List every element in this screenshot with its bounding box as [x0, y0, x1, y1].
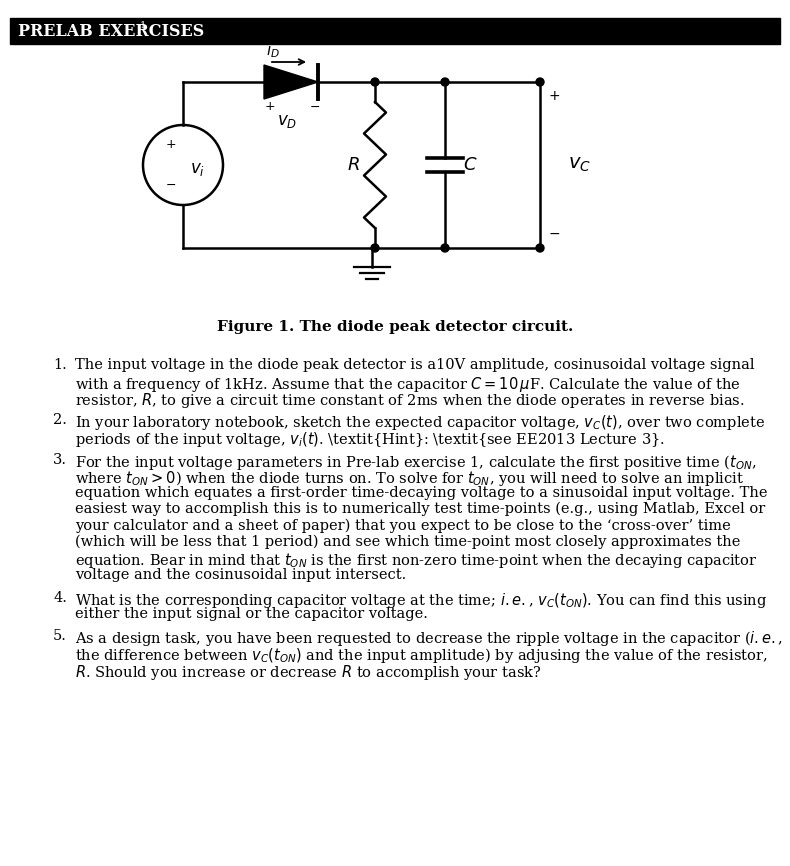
Text: (which will be less that 1 period) and see which time-point most closely approxi: (which will be less that 1 period) and s…: [75, 535, 740, 549]
Polygon shape: [264, 65, 318, 99]
Text: $R$: $R$: [347, 156, 359, 174]
Text: $v_C$: $v_C$: [568, 156, 591, 174]
Text: +: +: [265, 100, 275, 113]
Bar: [10, 18, 780, 44]
Text: $v_i$: $v_i$: [190, 160, 205, 178]
Text: resistor, $R$, to give a circuit time constant of 2ms when the diode operates in: resistor, $R$, to give a circuit time co…: [75, 391, 745, 410]
Circle shape: [371, 78, 379, 86]
Text: the difference between $v_C(t_{ON})$ and the input amplitude) by adjusing the va: the difference between $v_C(t_{ON})$ and…: [75, 646, 767, 665]
Text: 1: 1: [140, 22, 146, 30]
Text: +: +: [166, 139, 176, 152]
Text: −: −: [310, 100, 320, 113]
Text: equation which equates a first-order time-decaying voltage to a sinusoidal input: equation which equates a first-order tim…: [75, 486, 768, 500]
Circle shape: [441, 244, 449, 252]
Circle shape: [536, 78, 544, 86]
Text: easiest way to accomplish this is to numerically test time-points (e.g., using M: easiest way to accomplish this is to num…: [75, 502, 766, 516]
Text: In your laboratory notebook, sketch the expected capacitor voltage, $v_C(t)$, ov: In your laboratory notebook, sketch the …: [75, 413, 766, 432]
Text: The input voltage in the diode peak detector is a10V amplitude, cosinusoidal vol: The input voltage in the diode peak dete…: [75, 358, 754, 372]
Text: For the input voltage parameters in Pre-lab exercise 1, calculate the first posi: For the input voltage parameters in Pre-…: [75, 453, 757, 471]
Text: −: −: [166, 178, 176, 191]
Text: $R$. Should you increase or decrease $R$ to accomplish your task?: $R$. Should you increase or decrease $R$…: [75, 662, 542, 682]
Text: What is the corresponding capacitor voltage at the time; $i.e.$, $v_C(t_{ON})$. : What is the corresponding capacitor volt…: [75, 591, 767, 610]
Text: $i_D$: $i_D$: [266, 42, 280, 61]
Text: your calculator and a sheet of paper) that you expect to be close to the ‘cross-: your calculator and a sheet of paper) th…: [75, 519, 731, 533]
Text: 4.: 4.: [53, 591, 67, 604]
Text: with a frequency of 1kHz. Assume that the capacitor $C = 10\,\mu$F. Calculate th: with a frequency of 1kHz. Assume that th…: [75, 374, 740, 393]
Text: Figure 1. The diode peak detector circuit.: Figure 1. The diode peak detector circui…: [216, 320, 574, 334]
Circle shape: [536, 244, 544, 252]
Text: periods of the input voltage, $v_i(t)$. \textit{Hint}: \textit{see EE2013 Lectur: periods of the input voltage, $v_i(t)$. …: [75, 430, 665, 449]
Text: equation. Bear in mind that $t_{ON}$ is the first non-zero time-point when the d: equation. Bear in mind that $t_{ON}$ is …: [75, 552, 758, 571]
Text: $v_D$: $v_D$: [276, 113, 297, 130]
Text: 2.: 2.: [53, 413, 67, 428]
Text: voltage and the cosinusoidal input intersect.: voltage and the cosinusoidal input inter…: [75, 568, 406, 582]
Circle shape: [371, 244, 379, 252]
Text: −: −: [548, 227, 560, 241]
Text: As a design task, you have been requested to decrease the ripple voltage in the : As a design task, you have been requeste…: [75, 630, 783, 649]
Text: either the input signal or the capacitor voltage.: either the input signal or the capacitor…: [75, 607, 428, 621]
Text: where $t_{ON} > 0$) when the diode turns on. To solve for $t_{ON}$, you will nee: where $t_{ON} > 0$) when the diode turns…: [75, 469, 744, 488]
Text: $C$: $C$: [463, 156, 477, 174]
Text: PRELAB EXERCISES: PRELAB EXERCISES: [18, 23, 205, 40]
Text: 3.: 3.: [53, 453, 67, 467]
Circle shape: [441, 78, 449, 86]
Text: 5.: 5.: [53, 630, 67, 643]
Text: +: +: [548, 89, 560, 103]
Text: 1.: 1.: [53, 358, 67, 372]
